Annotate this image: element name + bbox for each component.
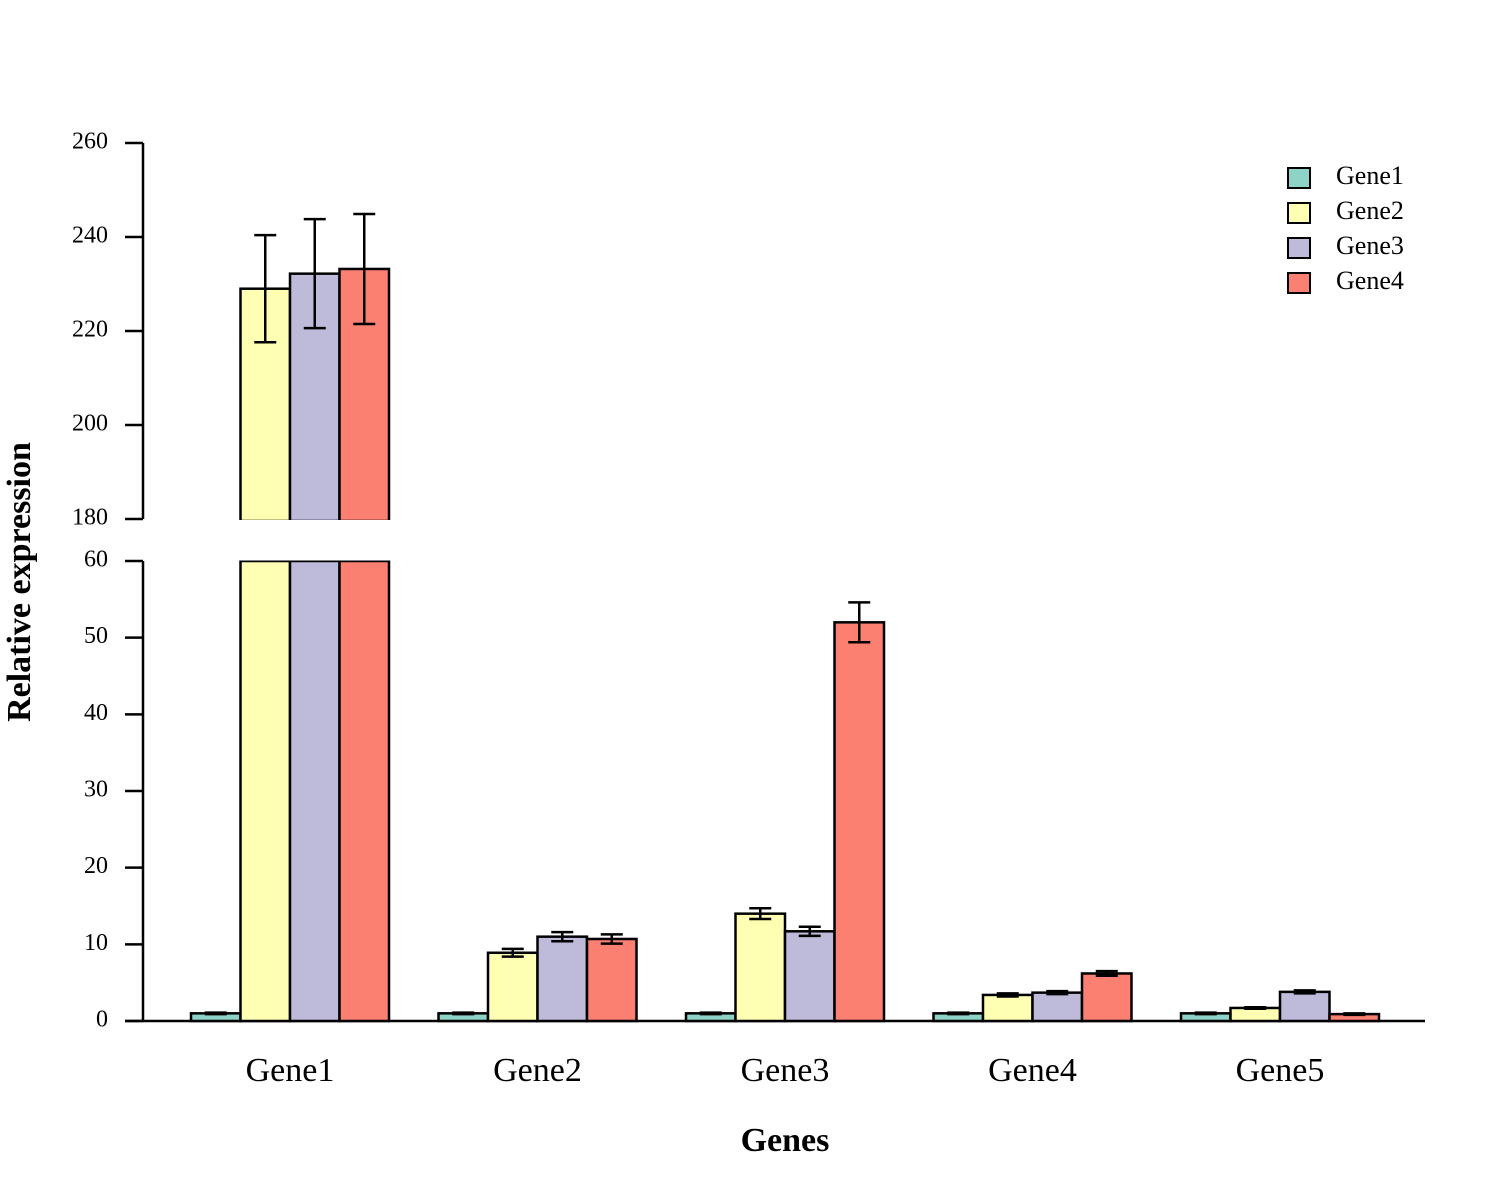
- error-bar: [1194, 1011, 1217, 1016]
- y-tick-label: 200: [72, 411, 108, 437]
- error-bar: [749, 907, 772, 921]
- legend-swatch: [1287, 167, 1311, 189]
- error-bar: [204, 1011, 227, 1016]
- error-bar: [303, 217, 326, 330]
- x-tick-label: Gene2: [493, 1052, 582, 1089]
- error-bar: [452, 1011, 475, 1016]
- y-tick-label: 220: [72, 317, 108, 343]
- bar: [833, 621, 886, 1023]
- bar: [486, 951, 539, 1023]
- bar: [1278, 990, 1331, 1023]
- error-bar: [600, 933, 623, 945]
- error-bar: [353, 212, 376, 326]
- bar: [585, 937, 638, 1023]
- bar: [734, 912, 787, 1023]
- legend-swatch: [1287, 272, 1311, 294]
- legend-label: Gene3: [1336, 231, 1404, 260]
- x-tick-label: Gene3: [741, 1052, 830, 1089]
- y-tick-label: 20: [84, 853, 108, 879]
- legend-label: Gene4: [1336, 266, 1404, 295]
- y-axis-title: Relative expression: [1, 442, 38, 722]
- y-tick-label: 10: [84, 930, 108, 956]
- error-bar: [848, 601, 871, 644]
- error-bar: [1095, 969, 1118, 978]
- legend-label: Gene1: [1336, 161, 1404, 190]
- x-axis-title: Genes: [741, 1122, 830, 1159]
- break-gap: [336, 520, 392, 561]
- error-bar: [798, 925, 821, 938]
- error-bar: [551, 930, 574, 943]
- y-tick-label: 240: [72, 223, 108, 249]
- error-bar: [947, 1011, 970, 1016]
- y-tick-label: 50: [84, 623, 108, 649]
- error-bar: [501, 947, 524, 958]
- bar: [338, 559, 391, 1023]
- bar: [1031, 991, 1084, 1023]
- error-bar: [1293, 989, 1316, 995]
- error-bar: [254, 233, 277, 344]
- error-bar: [996, 992, 1019, 998]
- error-bar: [1343, 1012, 1366, 1017]
- error-bar: [1244, 1005, 1267, 1010]
- bar: [981, 993, 1034, 1023]
- y-tick-label: 0: [96, 1007, 108, 1033]
- bar: [783, 930, 836, 1023]
- legend-swatch: [1287, 237, 1311, 259]
- bar: [1080, 972, 1133, 1023]
- x-tick-label: Gene5: [1236, 1052, 1325, 1089]
- error-bar: [1046, 989, 1069, 996]
- break-gap: [237, 520, 293, 561]
- legend-label: Gene2: [1336, 196, 1404, 225]
- y-tick-label: 30: [84, 777, 108, 803]
- y-tick-label: 180: [72, 505, 108, 531]
- y-tick-label: 260: [72, 129, 108, 155]
- bar: [239, 559, 292, 1023]
- legend-swatch: [1287, 202, 1311, 224]
- y-tick-label: 60: [84, 547, 108, 573]
- y-tick-label: 40: [84, 700, 108, 726]
- x-tick-label: Gene1: [246, 1052, 335, 1089]
- bar: [536, 935, 589, 1023]
- bar: [288, 559, 341, 1023]
- error-bar: [699, 1011, 722, 1016]
- x-tick-label: Gene4: [988, 1052, 1077, 1089]
- break-gap: [287, 520, 343, 561]
